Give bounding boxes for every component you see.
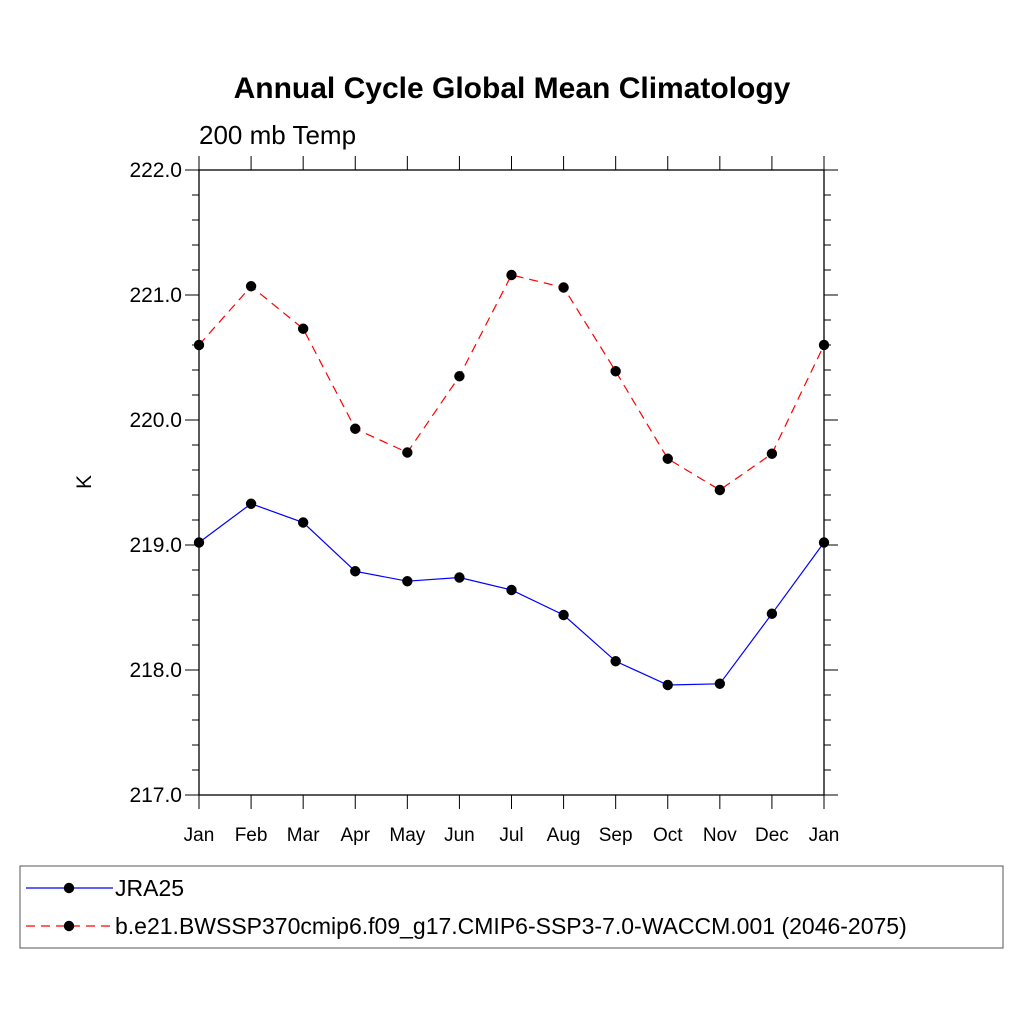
x-tick-label: Jan [809,825,840,846]
legend-label-0: JRA25 [115,875,184,901]
data-point [454,572,465,583]
x-tick-label: Sep [599,825,633,846]
data-point [402,447,413,458]
data-point [818,537,830,548]
x-tick-label: Jun [444,825,475,846]
data-point [766,448,778,459]
data-point [297,517,309,528]
data-point [662,453,673,464]
y-tick-label: 219.0 [129,534,182,557]
x-tick-label: Aug [547,825,581,846]
x-tick-label: May [389,825,425,846]
y-tick-label: 222.0 [129,159,182,182]
legend-marker [63,920,75,932]
axis-ticks: 217.0 218.0 219.0 220.0 221.0 222.0 Jan Feb Mar A… [129,156,839,846]
y-tick-label: 217.0 [129,784,182,807]
data-point [766,608,778,619]
series-layer [193,269,830,691]
legend-marker [63,882,75,894]
data-point [350,423,361,434]
chart-subtitle: 200 mb Temp [199,120,356,150]
data-point [245,281,257,292]
legend-label-1: b.e21.BWSSP370cmip6.f09_g17.CMIP6-SSP3-7… [115,913,907,939]
data-point [402,576,413,587]
x-tick-label: Feb [235,825,268,846]
data-point [193,339,205,351]
y-tick-label: 220.0 [129,409,182,432]
x-tick-label: Mar [287,825,320,846]
data-point [558,609,569,621]
data-point [714,678,726,689]
x-tick-label: Oct [653,825,683,846]
x-tick-label: Jul [499,825,523,846]
data-point [297,323,309,334]
y-tick-label: 221.0 [129,284,182,307]
data-point [714,484,726,496]
x-tick-label: Jan [184,825,215,846]
legend: JRA25 b.e21.BWSSP370cmip6.f09_g17.CMIP6-S… [19,865,1004,949]
y-axis-label: K [73,475,96,489]
data-point [818,339,830,351]
chart-title: Annual Cycle Global Mean Climatology [234,72,791,105]
x-tick-label: Dec [755,825,789,846]
plot-frame [198,169,825,796]
series-line-1 [198,274,825,491]
data-point [350,566,361,577]
data-point [610,656,621,667]
y-tick-label: 218.0 [129,659,182,682]
data-point [506,584,517,596]
data-point [558,282,569,293]
data-point [610,366,621,377]
legend-box [19,865,1004,949]
data-point [662,679,673,691]
x-tick-label: Nov [703,825,737,846]
data-point [454,371,465,382]
data-point [506,269,517,281]
data-point [193,537,205,548]
x-tick-label: Apr [340,825,370,846]
data-point [245,498,257,509]
